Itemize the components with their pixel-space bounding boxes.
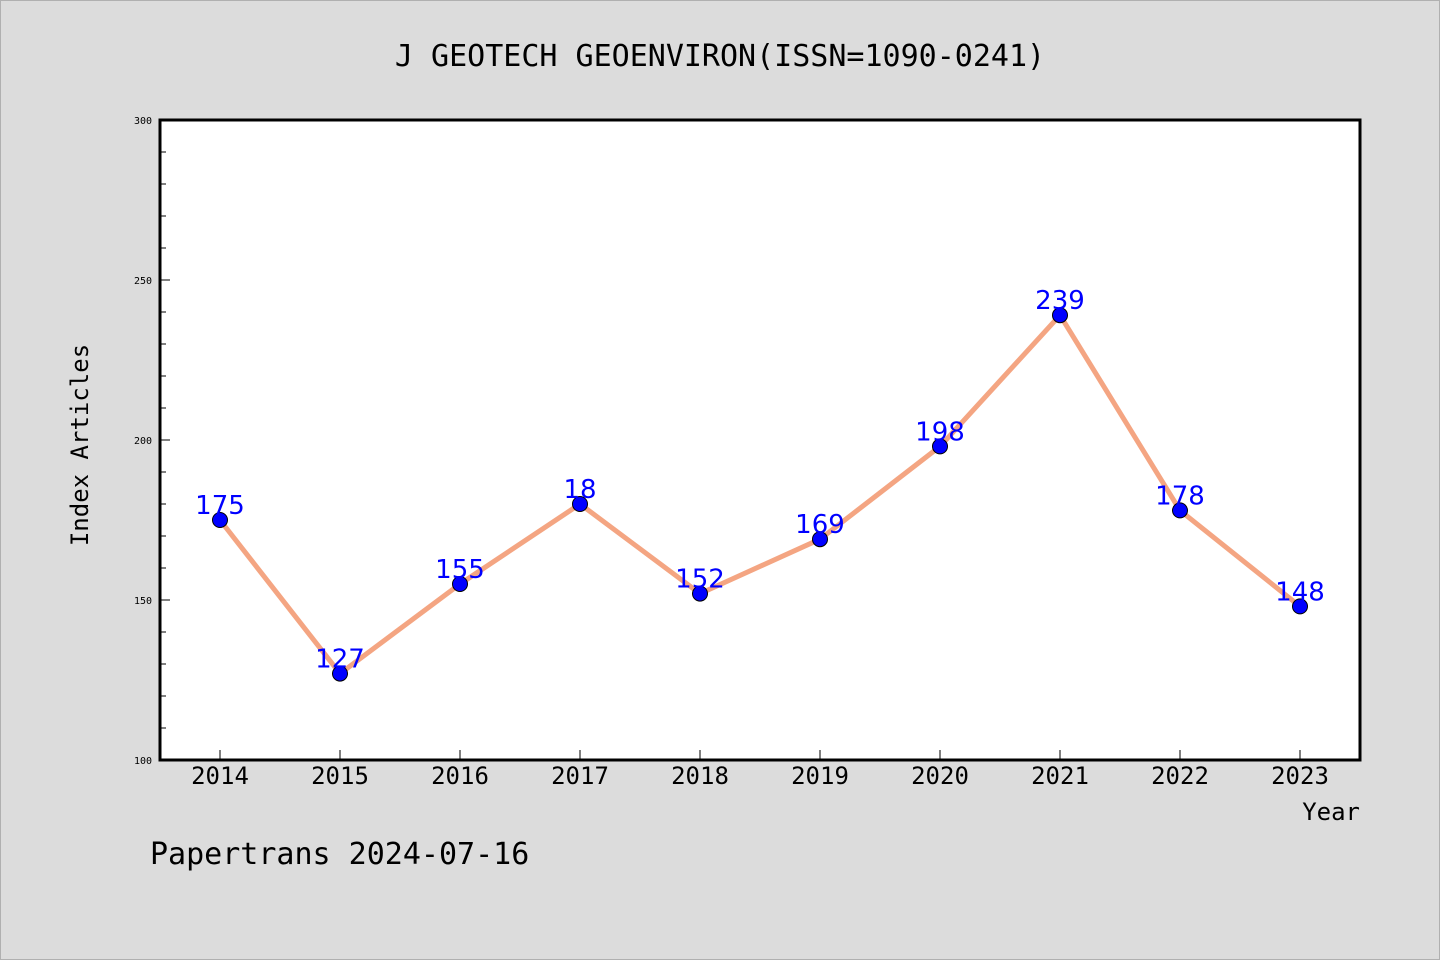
data-label: 155 xyxy=(435,555,485,585)
y-tick-label: 200 xyxy=(134,436,152,447)
chart-title: J GEOTECH GEOENVIRON(ISSN=1090-0241) xyxy=(395,39,1045,74)
y-axis: 100 150 200 250 300 xyxy=(134,116,170,767)
x-axis-label: Year xyxy=(1302,798,1360,826)
x-tick-label: 2020 xyxy=(911,762,969,790)
data-point xyxy=(212,512,228,528)
x-axis: 2014 2015 2016 2017 2018 2019 2020 2021 2022 2023 xyxy=(191,750,1329,790)
x-tick-label: 2023 xyxy=(1271,762,1329,790)
data-label: 152 xyxy=(675,565,725,595)
data-label: 178 xyxy=(1155,481,1205,511)
x-tick-label: 2021 xyxy=(1031,762,1089,790)
y-axis-label: Index Articles xyxy=(66,344,94,546)
x-tick-label: 2015 xyxy=(311,762,369,790)
y-tick-label: 150 xyxy=(134,596,152,607)
y-tick-label: 100 xyxy=(134,756,152,767)
data-point xyxy=(932,438,948,455)
series-line xyxy=(217,312,1303,677)
data-point xyxy=(812,531,828,548)
data-label: 198 xyxy=(915,417,965,447)
y-tick-label: 250 xyxy=(134,276,152,287)
data-point xyxy=(452,576,468,592)
data-label: 18 xyxy=(563,475,596,505)
series-line-group xyxy=(217,312,1303,677)
data-point xyxy=(1292,598,1308,615)
data-label: 239 xyxy=(1035,286,1085,316)
data-point xyxy=(332,665,348,682)
x-tick-label: 2017 xyxy=(551,762,609,790)
footer-text: Papertrans 2024-07-16 xyxy=(150,837,529,872)
data-label: 148 xyxy=(1275,577,1325,607)
data-labels-group: 175 127 155 18 152 169 198 239 178 148 xyxy=(195,286,1325,674)
data-label: 169 xyxy=(795,510,845,540)
data-label: 175 xyxy=(195,491,245,521)
data-point xyxy=(1052,307,1068,324)
data-point xyxy=(572,496,588,512)
data-point xyxy=(692,585,708,602)
x-tick-label: 2018 xyxy=(671,762,729,790)
data-label: 127 xyxy=(315,645,365,675)
x-tick-label: 2019 xyxy=(791,762,849,790)
x-tick-label: 2022 xyxy=(1151,762,1209,790)
markers-group xyxy=(212,307,1308,682)
x-tick-label: 2014 xyxy=(191,762,249,790)
data-point xyxy=(1172,502,1188,519)
y-tick-label: 300 xyxy=(134,116,152,127)
plot-area xyxy=(158,118,1362,762)
x-tick-label: 2016 xyxy=(431,762,489,790)
